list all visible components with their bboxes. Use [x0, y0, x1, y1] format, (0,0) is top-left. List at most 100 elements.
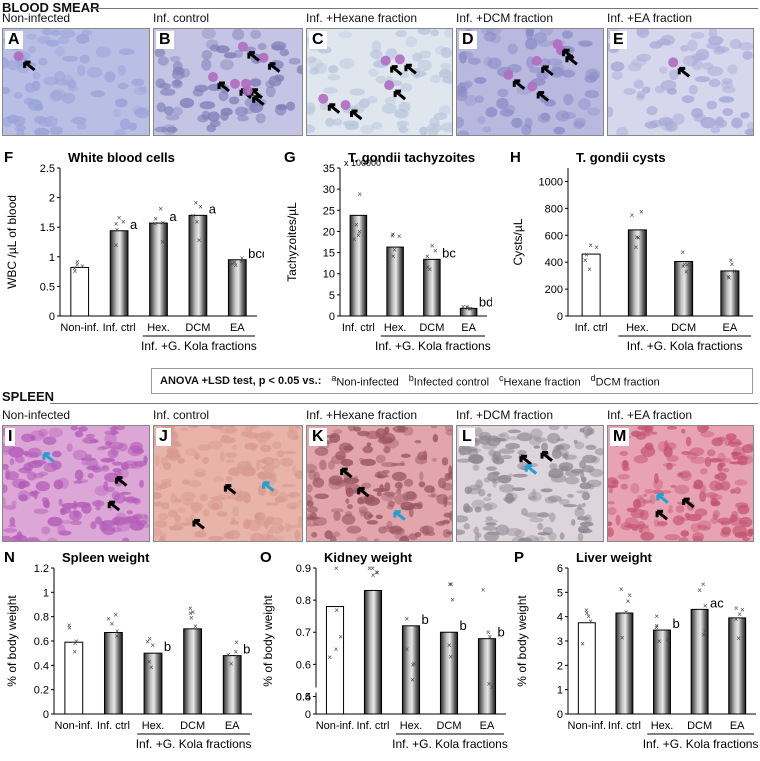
data-point: × [334, 645, 339, 654]
bar-ea [477, 638, 497, 715]
x-tick-label: Non-inf. [568, 720, 607, 732]
micrograph-m: M [607, 425, 754, 542]
x-tick-label: Hex. [384, 322, 407, 334]
panel-letter: P [514, 549, 524, 566]
data-point: × [636, 233, 641, 242]
x-tick-label: EA [730, 720, 745, 732]
data-point: × [374, 568, 379, 577]
data-point: × [367, 564, 372, 573]
y-tick-label: 0.4 [296, 691, 311, 703]
data-point: × [461, 303, 466, 312]
x-tick-label: Inf. ctrl [103, 322, 136, 334]
data-point: × [703, 602, 708, 611]
data-point: × [654, 623, 659, 632]
y-axis-label: WBC /µL of blood [5, 195, 19, 289]
micrograph-texture [457, 29, 601, 135]
x-tick-label: Hex. [147, 322, 170, 334]
panel-letter: H [510, 149, 521, 166]
data-point: × [233, 647, 238, 656]
x-tick-label: EA [723, 322, 738, 334]
group-label: Inf. +G. Kola fractions [136, 737, 252, 751]
y-tick-label: 10 [323, 269, 335, 281]
spleen-heading: SPLEEN [2, 389, 55, 404]
tile-caption-a: Non-infected [2, 11, 71, 25]
y-tick-label: 2 [49, 193, 55, 205]
data-point: × [681, 262, 686, 271]
data-point: × [67, 624, 72, 633]
anova-prefix: ANOVA +LSD test, p < 0.05 vs.: [160, 375, 322, 387]
data-point: × [188, 609, 193, 618]
micrograph-b: B [153, 28, 303, 136]
tile-letter: E [610, 31, 627, 49]
data-point: × [584, 609, 589, 618]
data-point: × [630, 211, 635, 220]
micrograph-texture [154, 29, 302, 135]
y-tick-label: 0.9 [296, 563, 311, 575]
significance-letter: a [169, 209, 177, 224]
data-point: × [73, 267, 78, 276]
y-tick-label: 0 [43, 709, 49, 721]
bar-dcm [183, 628, 203, 715]
data-point: × [657, 637, 662, 646]
blood-smear-heading: BLOOD SMEAR [2, 0, 100, 15]
data-point: × [410, 676, 415, 685]
panel-letter: G [284, 149, 296, 166]
data-point: × [740, 606, 745, 615]
data-point: × [145, 637, 150, 646]
data-point: × [734, 604, 739, 613]
significance-letter: b [164, 639, 171, 654]
y-tick-label: 0.2 [34, 685, 49, 697]
data-point: × [584, 606, 589, 615]
data-point: × [67, 621, 72, 630]
micrograph-texture [608, 426, 753, 541]
y-tick-label: 20 [323, 226, 335, 238]
y-tick-label: 200 [545, 284, 563, 296]
data-point: × [230, 259, 235, 268]
y-tick-label: 1000 [539, 176, 563, 188]
y-tick-label: 25 [323, 205, 335, 217]
data-point: × [188, 604, 193, 613]
y-tick-label: 0.6 [34, 636, 49, 648]
data-point: × [191, 608, 196, 617]
x-tick-label: Non-inf. [55, 720, 94, 732]
data-point: × [634, 233, 639, 242]
data-point: × [80, 262, 85, 271]
data-point: × [624, 608, 629, 617]
data-point: × [115, 627, 120, 636]
data-point: × [239, 257, 244, 266]
data-point: × [727, 274, 732, 283]
bar-dcm [188, 214, 208, 317]
x-tick-label: Inf. ctrl [356, 720, 389, 732]
bar-hex [149, 222, 168, 317]
data-point: × [72, 647, 77, 656]
data-point: × [397, 232, 402, 241]
y-tick-label: 0.8 [34, 612, 49, 624]
data-point: × [654, 612, 659, 621]
data-point: × [149, 663, 154, 672]
significance-letter: ac [710, 595, 724, 610]
bar-ea [227, 259, 247, 317]
data-point: × [74, 637, 79, 646]
data-point: × [468, 305, 473, 314]
y-tick-label: 2 [557, 660, 563, 672]
y-tick-label: 800 [545, 203, 563, 215]
data-point: × [587, 265, 592, 274]
x-tick-label: EA [230, 322, 245, 334]
bar-noninf [325, 606, 345, 715]
data-point: × [425, 263, 430, 272]
anova-item-c: cHexane fraction [499, 373, 581, 389]
anova-legend: ANOVA +LSD test, p < 0.05 vs.: aNon-infe… [151, 368, 753, 394]
micrograph-i: I [2, 425, 150, 542]
chart-g: G T. gondii tachyzoites 0 5 10 15 20 25 30 35 Tach… [282, 146, 493, 361]
y-tick-label: 30 [323, 184, 335, 196]
micrograph-l: L [456, 425, 604, 542]
bar-ea [720, 270, 740, 317]
bar-dcm [423, 258, 441, 317]
data-point: × [226, 651, 231, 660]
data-point: × [147, 657, 152, 666]
bar-hex [143, 652, 163, 715]
data-point: × [357, 227, 362, 236]
micrograph-a: A [2, 28, 150, 136]
bar-hex [386, 246, 404, 317]
data-point: × [447, 580, 452, 589]
